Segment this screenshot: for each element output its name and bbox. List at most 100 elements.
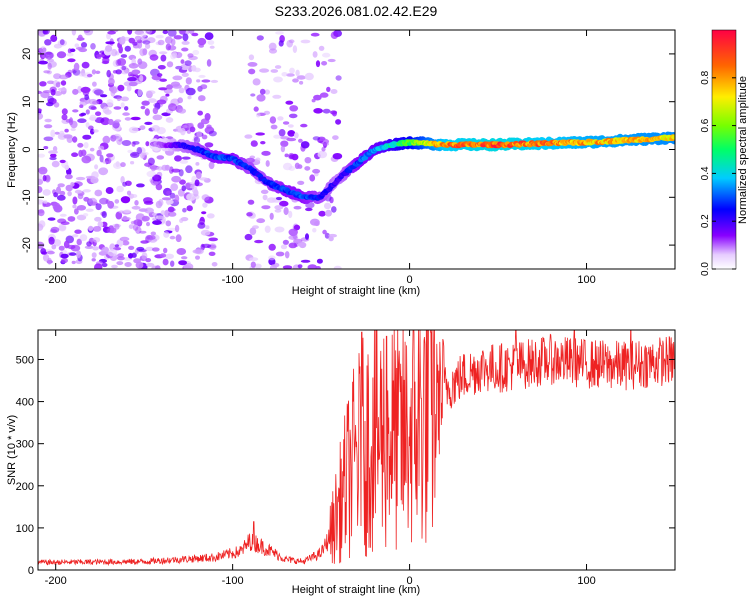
spectrogram-noise-blob xyxy=(140,105,146,110)
spectrogram-noise-blob xyxy=(111,264,118,269)
spectrogram-noise-blob xyxy=(159,51,168,55)
spectrogram-noise-blob xyxy=(321,146,326,152)
spectrogram-noise-blob xyxy=(70,182,75,187)
spectrogram-noise-blob xyxy=(92,237,101,243)
spectrogram-noise-blob xyxy=(136,183,145,188)
spectrogram-noise-blob xyxy=(208,237,218,242)
spectrogram-noise-blob xyxy=(66,52,74,57)
spectrogram-noise-blob xyxy=(65,184,73,192)
spectrogram-noise-blob xyxy=(163,231,170,238)
spectrogram-noise-blob xyxy=(131,205,141,210)
spectrogram-noise-blob xyxy=(100,94,108,98)
spectrogram-noise-blob xyxy=(116,261,124,266)
spectrogram-noise-blob xyxy=(317,150,328,159)
snr-x-axis: -200 -100 0 100 xyxy=(45,330,596,587)
spectrogram-noise-blob xyxy=(280,140,289,147)
spectrogram-noise-blob xyxy=(244,134,253,139)
spectrogram-noise-blob xyxy=(274,226,285,233)
spectrogram-noise-blob xyxy=(160,54,167,62)
spectrogram-noise-blob xyxy=(293,132,299,139)
spectrogram-noise-blob xyxy=(76,205,87,211)
spectrogram-noise-blob xyxy=(204,113,211,121)
spectrogram-noise-blob xyxy=(92,81,97,87)
spectrogram-noise-blob xyxy=(268,48,278,54)
spectrogram-noise-blob xyxy=(209,45,215,49)
spectrogram-noise-blob xyxy=(99,154,104,163)
spectrogram-noise-blob xyxy=(107,30,116,35)
spectrogram-noise-blob xyxy=(180,127,186,136)
spectrogram-noise-blob xyxy=(292,231,298,240)
spectrogram-noise-blob xyxy=(335,75,342,81)
spectrogram-noise-blob xyxy=(324,232,330,239)
spectrogram-noise-blob xyxy=(94,263,103,269)
spectrogram-noise-blob xyxy=(117,253,125,258)
spectrogram-noise-blob xyxy=(264,89,271,95)
spectrogram-noise-blob xyxy=(132,224,139,231)
spectrogram-noise-blob xyxy=(182,33,189,42)
spectrogram-noise-blob xyxy=(142,40,151,45)
spectrogram-noise-blob xyxy=(185,87,196,96)
spectrogram-noise-blob xyxy=(253,106,259,112)
spectrogram-noise-blob xyxy=(83,30,91,33)
spectrogram-noise-blob xyxy=(38,186,43,194)
spectrogram-x-axis: -200 -100 0 100 xyxy=(45,30,596,286)
spectrogram-noise-blob xyxy=(77,193,84,200)
spectrogram-noise-blob xyxy=(201,211,207,215)
spectrogram-noise-blob xyxy=(65,174,73,180)
spectrogram-noise-blob xyxy=(296,75,306,80)
colorbar-tick-label: 0.6 xyxy=(700,118,711,132)
spectrogram-noise-blob xyxy=(107,200,115,209)
spectrogram-noise-blob xyxy=(114,119,122,123)
spectrogram-noise-blob xyxy=(298,138,303,143)
spectrogram-noise-blob xyxy=(146,262,155,267)
spectrogram-noise-blob xyxy=(284,251,290,259)
spectrogram-noise-blob xyxy=(179,159,189,164)
spectrogram-noise-blob xyxy=(73,62,80,71)
spectrogram-noise-blob xyxy=(157,39,165,46)
spectrogram-noise-blob xyxy=(153,213,159,220)
spectrogram-noise-blob xyxy=(70,120,78,129)
spectrogram-noise-blob xyxy=(297,180,305,185)
spectrogram-noise-blob xyxy=(74,43,80,48)
spectrogram-noise-blob xyxy=(38,60,48,65)
spectrogram-noise-blob xyxy=(282,265,293,269)
spectrogram-noise-blob xyxy=(114,199,120,204)
spectrogram-noise-blob xyxy=(178,30,186,35)
spectrogram-noise-blob xyxy=(312,136,321,141)
spectrogram-noise-blob xyxy=(84,94,90,101)
spectrogram-noise-blob xyxy=(322,142,330,146)
spectrogram-noise-blob xyxy=(98,145,105,151)
spectrogram-noise-blob xyxy=(281,72,288,77)
spectrogram-noise-blob xyxy=(166,190,171,195)
spectrogram-noise-blob xyxy=(136,246,145,251)
spectrogram-noise-blob xyxy=(288,152,295,160)
spectrogram-noise-blob xyxy=(128,253,134,259)
spectrogram-noise-blob xyxy=(176,248,187,255)
spectrogram-noise-blob xyxy=(38,90,42,94)
spectrogram-noise-blob xyxy=(146,221,150,227)
spectrogram-noise-blob xyxy=(72,69,81,76)
spectrogram-noise-blob xyxy=(144,108,150,116)
spectrogram-noise-blob xyxy=(80,149,87,157)
colorbar-tick-label: 0.4 xyxy=(700,166,711,180)
spectrogram-noise-blob xyxy=(47,217,56,221)
spectrogram-noise-blob xyxy=(42,175,47,182)
spectrogram-noise-blob xyxy=(151,247,160,252)
spectrogram-noise-blob xyxy=(321,61,328,66)
spectrogram-noise-blob xyxy=(268,42,277,51)
y-tick-label: 400 xyxy=(16,397,34,409)
spectrogram-noise-blob xyxy=(181,156,191,160)
spectrogram-noise-blob xyxy=(57,133,67,140)
spectrogram-noise-blob xyxy=(38,209,45,217)
spectrogram-noise-blob xyxy=(210,79,219,83)
spectrogram-noise-blob xyxy=(119,68,130,75)
spectrogram-noise-blob xyxy=(275,31,284,35)
spectrogram-noise-blob xyxy=(206,213,215,219)
spectrogram-noise-blob xyxy=(93,89,104,96)
spectrogram-noise-blob xyxy=(274,208,282,213)
spectrogram-noise-blob xyxy=(116,96,122,102)
spectrogram-noise-blob xyxy=(289,67,295,74)
spectrogram-noise-blob xyxy=(53,43,63,49)
spectrogram-noise-blob xyxy=(318,45,325,51)
